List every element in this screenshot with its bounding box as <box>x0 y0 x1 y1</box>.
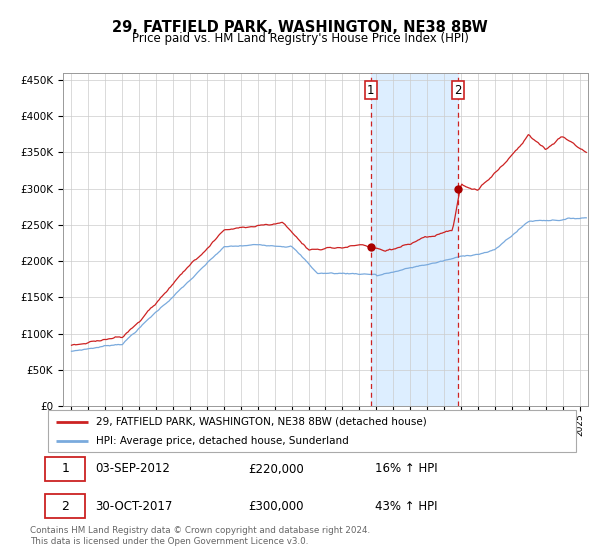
Text: 30-OCT-2017: 30-OCT-2017 <box>95 500 173 512</box>
FancyBboxPatch shape <box>46 494 85 518</box>
Bar <box>371 73 458 406</box>
Text: HPI: Average price, detached house, Sunderland: HPI: Average price, detached house, Sund… <box>95 436 348 446</box>
Text: 16% ↑ HPI: 16% ↑ HPI <box>376 463 438 475</box>
Text: 29, FATFIELD PARK, WASHINGTON, NE38 8BW (detached house): 29, FATFIELD PARK, WASHINGTON, NE38 8BW … <box>95 417 426 427</box>
Text: Price paid vs. HM Land Registry's House Price Index (HPI): Price paid vs. HM Land Registry's House … <box>131 32 469 45</box>
Text: Contains HM Land Registry data © Crown copyright and database right 2024.
This d: Contains HM Land Registry data © Crown c… <box>30 526 370 546</box>
Text: 29, FATFIELD PARK, WASHINGTON, NE38 8BW: 29, FATFIELD PARK, WASHINGTON, NE38 8BW <box>112 20 488 35</box>
Text: 1: 1 <box>61 463 69 475</box>
Text: £300,000: £300,000 <box>248 500 304 512</box>
Text: 2: 2 <box>61 500 69 512</box>
Text: 03-SEP-2012: 03-SEP-2012 <box>95 463 170 475</box>
Text: £220,000: £220,000 <box>248 463 304 475</box>
Text: 2: 2 <box>454 83 462 97</box>
Text: 1: 1 <box>367 83 374 97</box>
Text: 43% ↑ HPI: 43% ↑ HPI <box>376 500 438 512</box>
FancyBboxPatch shape <box>46 457 85 481</box>
